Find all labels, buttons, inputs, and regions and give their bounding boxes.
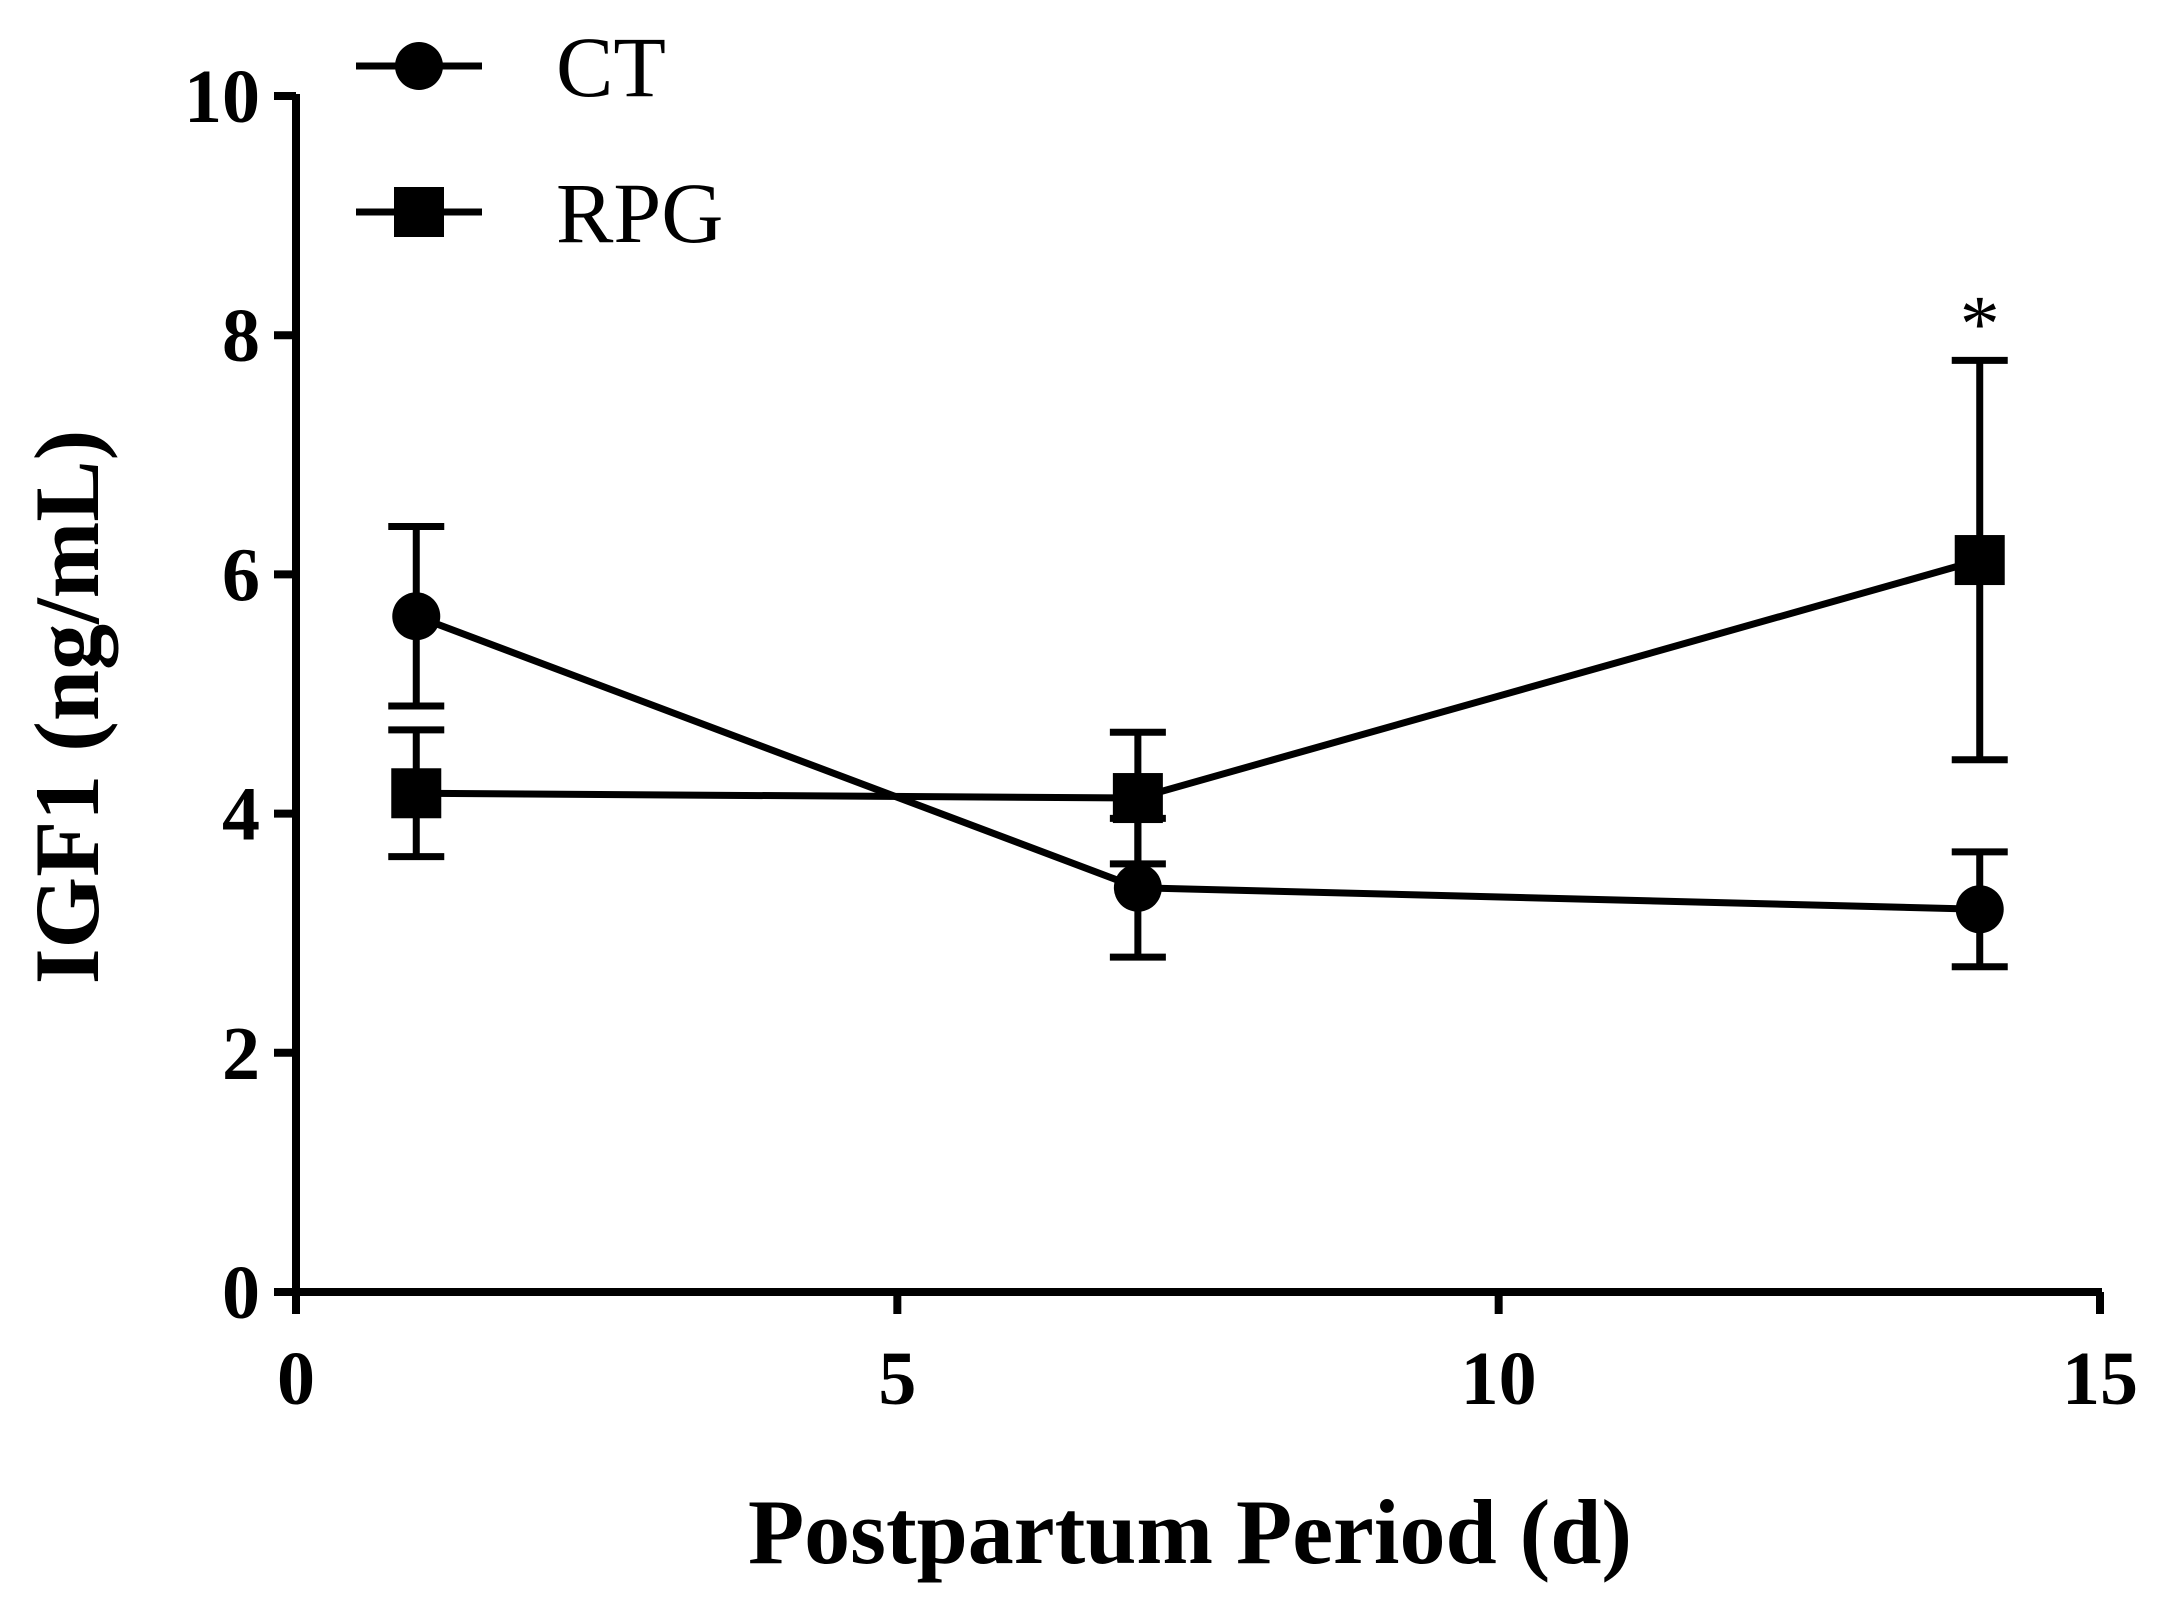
significance-asterisk: * bbox=[1960, 280, 2000, 368]
data-point-ct-14 bbox=[1955, 885, 2004, 934]
legend-label-rpg: RPG bbox=[556, 165, 723, 261]
series-line-ct bbox=[415, 612, 1980, 913]
legend-marker-rpg bbox=[394, 187, 444, 237]
data-point-rpg-1 bbox=[391, 768, 442, 819]
axes bbox=[292, 94, 2102, 1296]
tick-marks: 0 5 10 15 0 2 4 6 8 10 bbox=[184, 55, 2138, 1421]
y-tick-label-2: 2 bbox=[222, 1012, 260, 1096]
y-tick-label-10: 10 bbox=[184, 55, 260, 139]
axis-labels: Postpartum Period (d) IGF1 (ng/mL) bbox=[16, 430, 1632, 1583]
legend-label-ct: CT bbox=[556, 19, 666, 115]
x-axis-title: Postpartum Period (d) bbox=[748, 1481, 1632, 1583]
series-rpg bbox=[388, 356, 2008, 868]
legend: CT RPG bbox=[356, 19, 723, 261]
data-point-ct-7 bbox=[1113, 863, 1162, 912]
x-tick-label-5: 5 bbox=[878, 1337, 916, 1421]
data-point-rpg-14 bbox=[1954, 535, 2005, 586]
x-tick-label-10: 10 bbox=[1461, 1337, 1537, 1421]
x-tick-label-15: 15 bbox=[2062, 1337, 2138, 1421]
data-point-ct-1 bbox=[392, 592, 441, 641]
data-point-rpg-7 bbox=[1112, 773, 1163, 824]
y-tick-label-4: 4 bbox=[222, 773, 260, 857]
legend-marker-ct bbox=[395, 42, 443, 90]
series-line-rpg bbox=[416, 556, 1981, 802]
y-tick-label-6: 6 bbox=[222, 533, 260, 617]
y-tick-label-0: 0 bbox=[222, 1251, 260, 1335]
y-tick-label-8: 8 bbox=[222, 294, 260, 378]
series-ct bbox=[388, 523, 2008, 971]
y-axis-title: IGF1 (ng/mL) bbox=[16, 430, 118, 985]
x-tick-label-0: 0 bbox=[277, 1337, 315, 1421]
data-series: * bbox=[388, 280, 2008, 971]
